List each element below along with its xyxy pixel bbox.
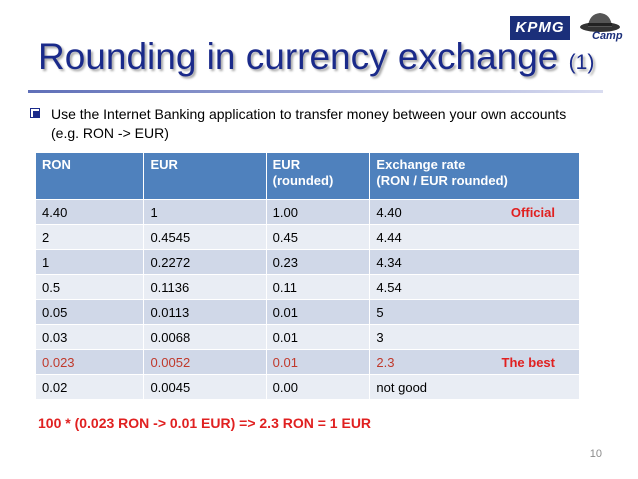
cell-rate-value: 4.40 <box>376 204 402 220</box>
cell-eur-value: 0.4545 <box>150 229 191 245</box>
cell-eur-value: 0.0045 <box>150 379 191 395</box>
slide-title-main: Rounding in currency exchange <box>38 36 559 77</box>
cell-rate: 4.44 <box>369 224 580 250</box>
title-divider <box>28 90 603 93</box>
cell-eur-rounded-value: 0.00 <box>272 379 298 395</box>
cell-ron: 2 <box>36 224 145 250</box>
cell-eur-value: 0.0052 <box>150 354 191 370</box>
cell-eur-rounded-value: 0.01 <box>272 354 298 370</box>
table-row: 0.02 0.0045 0.00 not good <box>36 374 580 399</box>
page-number: 10 <box>589 448 602 460</box>
cell-ron-value: 0.023 <box>42 354 75 370</box>
table-row: 1 0.2272 0.23 4.34 <box>36 249 580 275</box>
formula-text: 100 * (0.023 RON -> 0.01 EUR) => 2.3 RON… <box>38 415 372 431</box>
cell-ron: 0.03 <box>36 324 145 350</box>
cell-eur: 1 <box>143 199 267 225</box>
table-header-row: RON EUR EUR (rounded) Exchange rate (RON /… <box>36 153 580 200</box>
cell-eur: 0.2272 <box>143 249 267 275</box>
header-eur: EUR <box>143 153 267 200</box>
cell-rate: 3 <box>369 324 580 350</box>
cell-ron-value: 2 <box>42 229 50 245</box>
cell-eur: 0.1136 <box>143 274 267 300</box>
cell-ron: 1 <box>36 249 145 275</box>
cell-ron: 0.02 <box>36 374 145 399</box>
cell-eur-rounded-value: 1.00 <box>272 204 298 220</box>
camp-logo: Camp <box>574 10 626 46</box>
table-row: 4.40 1 1.00 4.40 Official <box>36 199 580 225</box>
cell-eur-value: 0.2272 <box>150 254 191 270</box>
cell-eur-value: 1 <box>150 204 158 220</box>
cell-rate-value: 5 <box>376 304 384 320</box>
table-row: 0.03 0.0068 0.01 3 <box>36 324 580 350</box>
cell-eur: 0.0068 <box>143 324 267 350</box>
logo-area: KPMG Camp <box>510 8 630 48</box>
cell-rate-value: 4.44 <box>376 229 402 245</box>
cell-eur: 0.0052 <box>143 349 267 375</box>
cell-eur-rounded: 0.01 <box>266 299 371 325</box>
cell-ron-value: 1 <box>42 254 50 270</box>
cell-ron: 4.40 <box>36 199 145 225</box>
checkbox-bullet-icon <box>30 108 40 118</box>
camp-logo-text: Camp <box>592 30 623 42</box>
table-body: 4.40 1 1.00 4.40 Official 2 0.4545 0.45 4.44 1 0.2… <box>36 199 580 399</box>
cell-ron: 0.023 <box>36 349 145 375</box>
cell-eur-rounded: 1.00 <box>266 199 371 225</box>
bullet-text: Use the Internet Banking application to … <box>51 106 567 141</box>
slide-title-sub: (1) <box>568 51 595 74</box>
cell-rate: 4.34 <box>369 249 580 275</box>
cell-eur-rounded: 0.45 <box>266 224 371 250</box>
cell-eur: 0.0045 <box>143 374 267 399</box>
cell-ron-value: 0.05 <box>42 304 68 320</box>
cell-rate: not good <box>369 374 580 399</box>
header-ron: RON <box>36 153 145 200</box>
cell-eur-rounded: 0.01 <box>266 324 371 350</box>
cell-rate: 5 <box>369 299 580 325</box>
cell-ron-value: 0.02 <box>42 379 68 395</box>
header-exchange-rate: Exchange rate (RON / EUR rounded) <box>369 153 580 200</box>
slide-title: Rounding in currency exchange (1) <box>38 36 594 78</box>
header-eur-rounded: EUR (rounded) <box>266 153 371 200</box>
cell-rate: 4.54 <box>369 274 580 300</box>
hat-icon <box>580 13 620 32</box>
cell-ron: 0.5 <box>36 274 145 300</box>
cell-rate-value: 4.34 <box>376 254 402 270</box>
cell-rate-value: 3 <box>376 329 384 345</box>
cell-eur-rounded: 0.11 <box>266 274 371 300</box>
cell-rate: 4.40 Official <box>369 199 580 225</box>
cell-ron-value: 0.5 <box>42 279 61 295</box>
cell-rate-value: 4.54 <box>376 279 402 295</box>
cell-eur-rounded: 0.23 <box>266 249 371 275</box>
exchange-rate-table: RON EUR EUR (rounded) Exchange rate (RON /… <box>36 153 580 399</box>
kpmg-logo: KPMG <box>510 16 570 40</box>
table-row: 0.05 0.0113 0.01 5 <box>36 299 580 325</box>
rate-note: The best <box>501 354 555 370</box>
cell-eur-rounded: 0.01 <box>266 349 371 375</box>
cell-rate: 2.3 The best <box>369 349 580 375</box>
cell-eur-rounded-value: 0.11 <box>272 279 297 295</box>
cell-eur-value: 0.1136 <box>150 279 190 295</box>
rate-note: Official <box>510 204 555 220</box>
table-row: 0.5 0.1136 0.11 4.54 <box>36 274 580 300</box>
cell-eur-rounded-value: 0.45 <box>272 229 298 245</box>
cell-eur-value: 0.0068 <box>150 329 191 345</box>
cell-ron-value: 0.03 <box>42 329 68 345</box>
cell-ron: 0.05 <box>36 299 145 325</box>
cell-eur: 0.4545 <box>143 224 267 250</box>
cell-eur-rounded-value: 0.01 <box>272 329 298 345</box>
cell-rate-value: not good <box>376 379 428 395</box>
cell-eur-rounded: 0.00 <box>266 374 371 399</box>
cell-eur-rounded-value: 0.23 <box>272 254 298 270</box>
table-row: 2 0.4545 0.45 4.44 <box>36 224 580 250</box>
cell-eur-value: 0.0113 <box>150 304 190 320</box>
cell-eur: 0.0113 <box>143 299 267 325</box>
cell-eur-rounded-value: 0.01 <box>272 304 298 320</box>
cell-rate-value: 2.3 <box>376 354 395 370</box>
cell-ron-value: 4.40 <box>42 204 68 220</box>
table-row: 0.023 0.0052 0.01 2.3 The best <box>36 349 580 375</box>
